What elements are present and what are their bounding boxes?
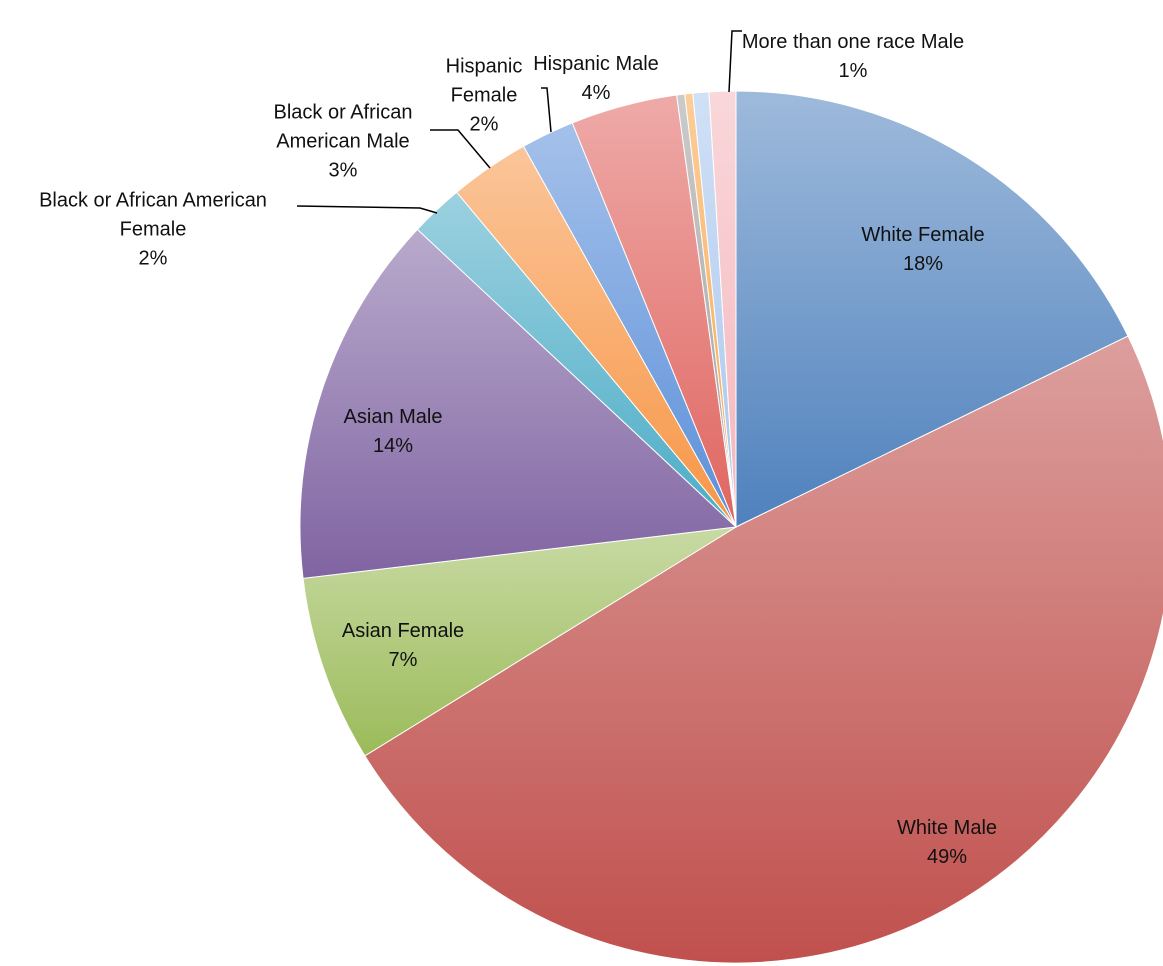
value-label: 7% <box>388 649 418 671</box>
slice-label: Hispanic Female 2% <box>439 53 529 140</box>
slice-label: More than one race Male 1% <box>728 28 978 86</box>
slice-label: Asian Male 14% <box>293 403 493 461</box>
pie-slice <box>735 90 1129 528</box>
value-label: 4% <box>581 82 611 104</box>
slice-label: Black or African American Male 3% <box>243 99 443 186</box>
category-label: Black or African American Female <box>39 189 267 241</box>
pie-slice <box>302 526 737 757</box>
leader-line <box>541 87 552 133</box>
leader-line <box>728 30 742 93</box>
category-label: More than one race Male <box>741 31 965 53</box>
slice-label: White Female 18% <box>823 221 1023 279</box>
value-label: 14% <box>372 435 414 457</box>
category-label: Asian Male <box>343 406 443 428</box>
value-label: 49% <box>926 846 968 868</box>
category-label: White Female <box>861 224 985 246</box>
pie-slice <box>708 90 737 528</box>
category-label: Hispanic Male <box>533 53 659 75</box>
value-label: 3% <box>328 159 358 182</box>
slice-label: Hispanic Male 4% <box>526 50 666 108</box>
pie-slice <box>364 335 1163 964</box>
slice-label: Asian Female 7% <box>303 617 503 675</box>
leader-line <box>430 129 491 169</box>
value-label: 1% <box>838 60 868 82</box>
value-label: 2% <box>469 113 499 136</box>
category-label: Asian Female <box>341 620 465 642</box>
slice-label: White Male 49% <box>847 814 1047 872</box>
pie-slice <box>299 228 738 579</box>
category-label: Black or African American Male <box>273 101 413 153</box>
value-label: 2% <box>138 247 168 270</box>
leader-line <box>296 205 438 214</box>
slice-label: Black or African American Female 2% <box>3 187 303 274</box>
category-label: Hispanic Female <box>445 55 523 107</box>
category-label: White Male <box>896 817 998 839</box>
value-label: 18% <box>902 253 944 275</box>
